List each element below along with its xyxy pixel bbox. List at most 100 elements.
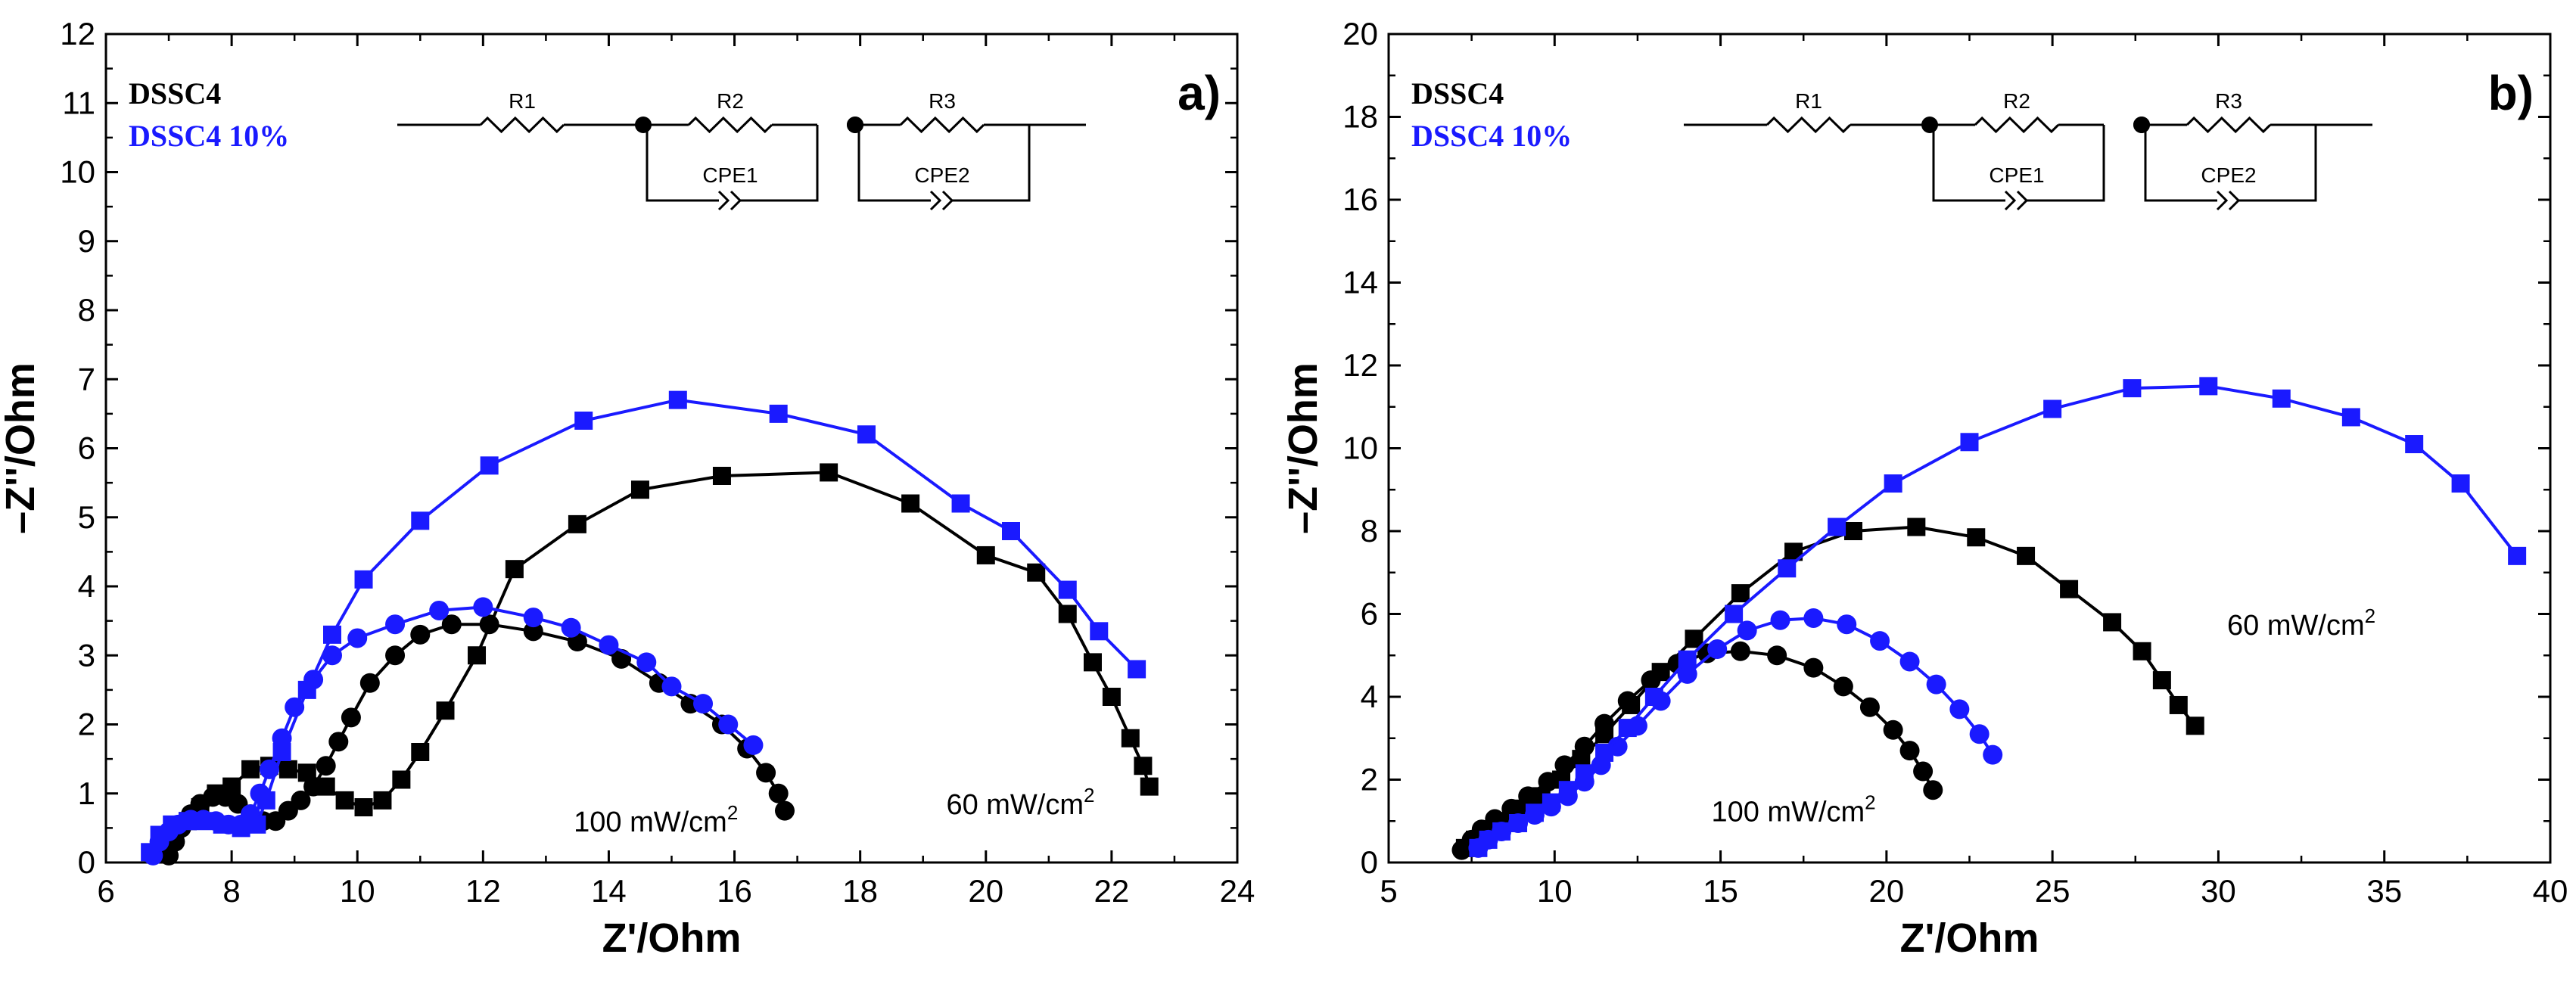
p1-x-tick-label: 20 (1868, 873, 1904, 909)
p1-y-axis-title: –Z''/Ohm (1280, 362, 1326, 534)
p0-data-point-circle (410, 624, 431, 645)
p1-data-point-circle (1983, 744, 2003, 765)
p1-data-point-circle (1899, 651, 1920, 672)
p1-y-tick-label: 6 (1361, 596, 1378, 632)
p0-data-point-square (194, 812, 213, 831)
p0-data-point-circle (661, 676, 682, 697)
p0-data-point-circle (743, 735, 764, 755)
p0-annotation: 100 mW/cm2 (574, 801, 738, 838)
p0-legend-entry: DSSC4 10% (129, 119, 289, 153)
p1-annotation-sup: 2 (1865, 791, 1875, 813)
p0-data-point-circle (561, 617, 581, 638)
p0-data-point-square (857, 425, 876, 444)
p0-data-point-circle (768, 783, 789, 803)
p1-cpe1-cpe-plate-1 (2004, 190, 2017, 211)
p1-equivalent-circuit: R1 R2 CPE1 R3 CPE2 (1684, 89, 2372, 211)
p0-data-point-square (630, 480, 649, 499)
p0-data-point-square (232, 819, 250, 838)
p0-data-point-circle (523, 608, 543, 628)
p1-annotation: 100 mW/cm2 (1711, 791, 1875, 828)
p0-x-axis-title: Z'/Ohm (602, 915, 742, 961)
p0-data-point-square (213, 815, 232, 834)
p0-data-point-square (1121, 729, 1140, 747)
p1-x-tick-label: 30 (2201, 873, 2236, 909)
p1-data-point-square (2123, 379, 2142, 398)
p0-y-tick-label: 7 (78, 361, 95, 396)
p1-data-point-square (1678, 650, 1697, 669)
p0-data-point-circle (347, 628, 368, 648)
p0-y-tick-label: 4 (78, 568, 95, 604)
p0-annotation-text: 100 mW/cm (574, 807, 727, 838)
p0-y-tick-label: 2 (78, 707, 95, 742)
p0-data-point-square (951, 494, 970, 513)
p0-data-point-square (976, 545, 995, 564)
p1-data-point-circle (1899, 741, 1920, 761)
p1-cpe2-cpe-plate-1 (2216, 190, 2229, 211)
p1-data-point-square (2272, 389, 2291, 408)
p1-data-point-square (2043, 399, 2062, 418)
p1-data-point-square (1778, 559, 1797, 578)
p1-x-tick-label: 5 (1380, 873, 1397, 909)
p1-data-point-square (2405, 435, 2424, 454)
p0-data-point-circle (385, 645, 406, 666)
p0-data-point-square (392, 770, 411, 789)
p1-data-point-circle (1870, 631, 1890, 651)
p1-data-point-circle (1803, 657, 1824, 678)
p1-r2-resistor (1974, 116, 2060, 134)
p0-r2-resistor (687, 116, 773, 134)
p1-y-tick-label: 14 (1342, 265, 1378, 300)
p0-data-point-circle (429, 600, 450, 620)
p0-series-line (148, 398, 1138, 853)
p0-annotation: 60 mW/cm2 (946, 784, 1094, 821)
p0-data-point-square (1090, 622, 1109, 641)
p0-data-point-square (1083, 653, 1102, 672)
p1-data-point-square (1644, 688, 1663, 706)
p1-data-point-square (1651, 663, 1670, 682)
p0-data-point-square (820, 463, 838, 482)
p1-data-point-square (2341, 408, 2360, 427)
p1-y-tick-label: 0 (1361, 844, 1378, 880)
p0-data-point-square (247, 815, 266, 834)
p0-cpe1-cpe-plate-2 (730, 190, 742, 211)
p0-data-point-circle (316, 756, 336, 776)
p0-data-point-circle (385, 614, 406, 635)
p1-data-point-square (1622, 695, 1641, 714)
p0-x-tick-label: 12 (465, 873, 501, 909)
p0-data-point-square (668, 390, 687, 409)
p1-y-tick-label: 4 (1361, 679, 1378, 714)
p0-y-tick-label: 12 (60, 16, 95, 51)
p1-data-point-square (1725, 605, 1744, 623)
p0-data-point-square (1140, 777, 1159, 796)
p0-data-point-square (1027, 563, 1046, 582)
p1-data-point-circle (1677, 664, 1697, 684)
p1-cpe-label: CPE2 (2201, 163, 2256, 187)
p0-data-point-square (480, 456, 499, 475)
p1-data-point-circle (1859, 697, 1880, 717)
p0-data-point-square (769, 404, 788, 423)
p0-r1-resistor (479, 116, 565, 134)
p0-data-point-square (163, 815, 182, 834)
p0-data-point-circle (693, 694, 714, 714)
p1-y-tick-label: 12 (1342, 347, 1378, 383)
p0-data-point-square (1058, 580, 1077, 599)
p0-data-point-circle (718, 714, 739, 735)
p1-data-point-square (2451, 474, 2470, 493)
p1-x-tick-label: 10 (1537, 873, 1573, 909)
p1-legend-entry: DSSC4 (1411, 76, 1504, 110)
p0-data-point-square (505, 560, 524, 579)
p0-resistor-label: R2 (717, 89, 744, 113)
p1-wire (2238, 125, 2317, 202)
p1-data-point-circle (1949, 699, 1970, 720)
p1-data-point-square (1595, 743, 1614, 762)
p1-cpe1-cpe-plate-2 (2016, 190, 2029, 211)
p0-data-point-circle (359, 673, 380, 693)
p1-data-point-square (2186, 716, 2204, 735)
p1-series-3 (1469, 377, 2527, 857)
p0-data-point-circle (523, 621, 543, 642)
p1-annotation-sup: 2 (2365, 605, 2375, 627)
p0-data-point-square (222, 777, 241, 796)
p1-data-point-square (1558, 781, 1577, 800)
p1-panel-label: b) (2488, 66, 2534, 120)
p0-legend-entry: DSSC4 (129, 76, 221, 110)
